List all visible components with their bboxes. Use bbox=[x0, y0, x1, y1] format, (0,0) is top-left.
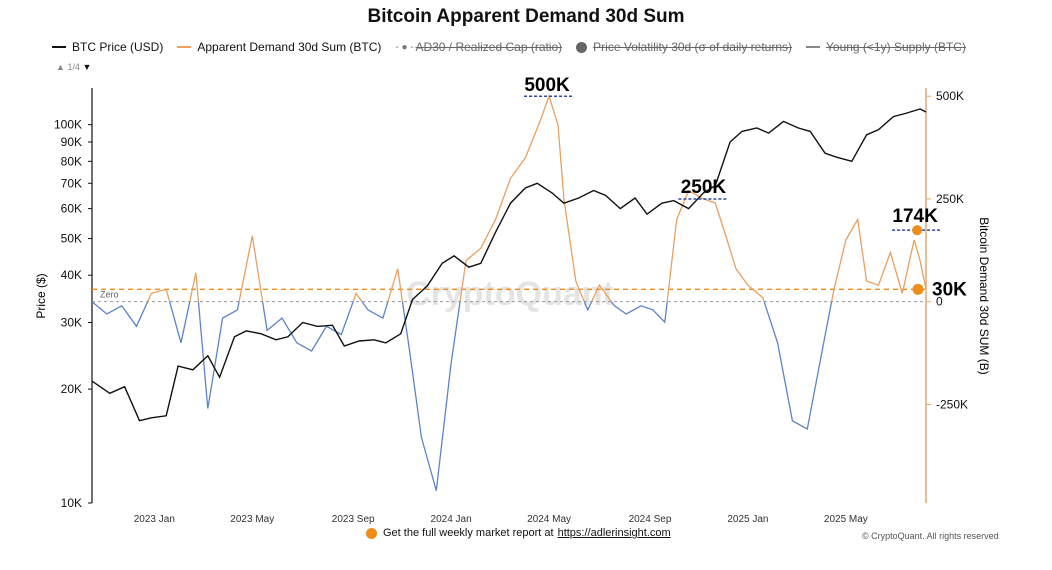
x-tick-label: 2023 Sep bbox=[332, 514, 375, 525]
legend-item-apparent-demand[interactable]: Apparent Demand 30d Sum (BTC) bbox=[177, 40, 381, 54]
legend-dot-icon bbox=[576, 41, 588, 53]
copyright: © CryptoQuant. All rights reserved bbox=[862, 531, 999, 541]
zero-reference-label: Zero bbox=[100, 290, 119, 300]
legend-pager: ▲ 1/4 ▼ bbox=[56, 62, 91, 72]
annotation-174k-label: 174K bbox=[892, 206, 938, 227]
left-tick-label: 60K bbox=[61, 202, 82, 216]
left-tick-label: 20K bbox=[61, 382, 82, 396]
right-tick-label: 250K bbox=[936, 192, 964, 206]
x-tick-label: 2024 Jan bbox=[431, 514, 472, 525]
left-tick-label: 70K bbox=[61, 176, 82, 190]
legend-line-icon bbox=[806, 46, 820, 48]
left-tick-label: 90K bbox=[61, 135, 82, 149]
legend-item-btc-price[interactable]: BTC Price (USD) bbox=[52, 40, 163, 54]
right-tick-label: -250K bbox=[936, 397, 968, 411]
legend-line-icon bbox=[177, 46, 192, 48]
left-tick-label: 80K bbox=[61, 154, 82, 168]
left-tick-label: 40K bbox=[61, 268, 82, 282]
footer: Get the full weekly market report at htt… bbox=[366, 527, 671, 539]
x-tick-label: 2023 May bbox=[230, 514, 274, 525]
legend-label: BTC Price (USD) bbox=[72, 40, 164, 54]
pager-down-icon[interactable]: ▼ bbox=[82, 62, 92, 72]
y-axis-title-right: Bitcoin Demand 30d SUM (B) bbox=[977, 217, 991, 374]
legend-label: Price Volatility 30d (σ of daily returns… bbox=[593, 40, 792, 54]
legend: BTC Price (USD) Apparent Demand 30d Sum … bbox=[52, 38, 980, 56]
legend-dashdot-icon: - ● - bbox=[395, 41, 414, 53]
annotation-30k-marker bbox=[912, 283, 924, 295]
demand-series-line-negative bbox=[92, 301, 833, 491]
pager-label: 1/4 bbox=[67, 62, 80, 72]
left-tick-label: 10K bbox=[61, 496, 82, 510]
chart-title: Bitcoin Apparent Demand 30d Sum bbox=[367, 6, 685, 27]
left-tick-label: 50K bbox=[61, 232, 82, 246]
right-tick-label: 500K bbox=[936, 89, 964, 103]
legend-item-ad30-ratio[interactable]: - ● - AD30 / Realized Cap (ratio) bbox=[395, 40, 562, 54]
orange-dot-icon bbox=[366, 527, 377, 539]
legend-item-young-supply[interactable]: Young (<1y) Supply (BTC) bbox=[806, 40, 966, 54]
legend-item-price-volatility[interactable]: Price Volatility 30d (σ of daily returns… bbox=[576, 40, 792, 54]
x-tick-label: 2024 May bbox=[527, 514, 571, 525]
annotation-30k-label: 30K bbox=[932, 279, 967, 300]
watermark-text: CryptoQuant bbox=[406, 275, 614, 313]
legend-line-icon bbox=[52, 46, 66, 48]
annotation-174k-marker bbox=[912, 225, 923, 236]
footer-link[interactable]: https://adlerinsight.com bbox=[557, 527, 671, 539]
left-tick-label: 30K bbox=[61, 315, 82, 329]
left-tick-label: 100K bbox=[54, 118, 82, 132]
annotation-250k-label: 250K bbox=[681, 177, 727, 198]
x-tick-label: 2025 Jan bbox=[727, 514, 768, 525]
pager-up-icon[interactable]: ▲ bbox=[56, 62, 65, 72]
y-axis-title-left: Price ($) bbox=[34, 273, 48, 318]
annotation-500k-label: 500K bbox=[524, 75, 570, 96]
legend-label: Apparent Demand 30d Sum (BTC) bbox=[197, 40, 382, 54]
legend-label: AD30 / Realized Cap (ratio) bbox=[415, 40, 563, 54]
x-tick-label: 2025 May bbox=[824, 514, 868, 525]
right-tick-label: 0 bbox=[936, 295, 943, 309]
legend-label: Young (<1y) Supply (BTC) bbox=[826, 40, 966, 54]
footer-text: Get the full weekly market report at bbox=[383, 527, 554, 539]
btc-price-series-line bbox=[91, 108, 927, 422]
x-tick-label: 2023 Jan bbox=[134, 514, 175, 525]
x-tick-label: 2024 Sep bbox=[629, 514, 672, 525]
